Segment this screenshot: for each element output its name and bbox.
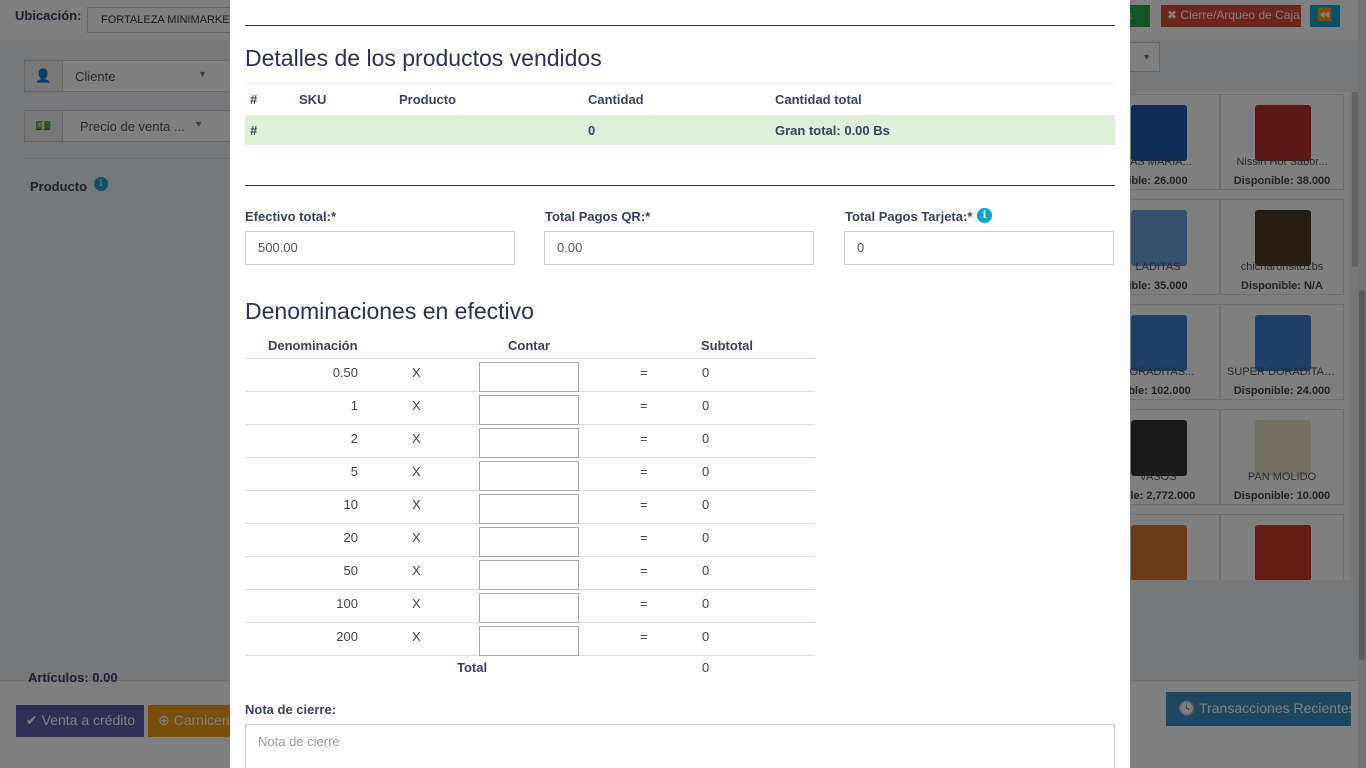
- col-cantidad-total: Cantidad total: [775, 92, 862, 107]
- subtotal-value: 0: [702, 464, 710, 479]
- efectivo-input[interactable]: 500.00: [245, 231, 515, 265]
- nota-textarea[interactable]: Nota de cierre: [245, 724, 1115, 768]
- denominations-table: 0.50 X = 0 1 X = 0 2 X = 0 5 X = 0 10 X = 0 20 X = 0 50 X = 0 100 X = 0…: [245, 358, 815, 682]
- multiply-sign: X: [412, 596, 421, 611]
- cierre-caja-modal: Detalles de los productos vendidos # SKU…: [230, 0, 1130, 768]
- multiply-sign: X: [412, 398, 421, 413]
- denomination-row: 0.50 X = 0: [245, 359, 815, 392]
- denomination-row: 2 X = 0: [245, 425, 815, 458]
- denomination-value: 5: [350, 464, 358, 479]
- denomination-value: 0.50: [332, 365, 358, 380]
- col-cantidad: Cantidad: [588, 92, 644, 107]
- tarjeta-input[interactable]: 0: [844, 231, 1114, 265]
- count-input[interactable]: [479, 428, 579, 458]
- divider: [245, 25, 1115, 26]
- qr-input[interactable]: 0.00: [544, 231, 814, 265]
- count-input[interactable]: [479, 461, 579, 491]
- multiply-sign: X: [412, 431, 421, 446]
- subtotal-value: 0: [702, 530, 710, 545]
- count-input[interactable]: [479, 395, 579, 425]
- multiply-sign: X: [412, 629, 421, 644]
- equals-sign: =: [640, 497, 648, 512]
- footer-gran-total: Gran total: 0.00 Bs: [775, 123, 890, 138]
- count-input[interactable]: [479, 362, 579, 392]
- count-input[interactable]: [479, 527, 579, 557]
- denomination-row: 200 X = 0: [245, 623, 815, 656]
- denominaciones-title: Denominaciones en efectivo: [245, 298, 534, 324]
- multiply-sign: X: [412, 464, 421, 479]
- denomination-value: 2: [350, 431, 358, 446]
- denomination-row: 5 X = 0: [245, 458, 815, 491]
- subtotal-value: 0: [702, 629, 710, 644]
- equals-sign: =: [640, 596, 648, 611]
- count-input[interactable]: [479, 560, 579, 590]
- denomination-value: 50: [343, 563, 358, 578]
- col-number: #: [250, 92, 258, 107]
- multiply-sign: X: [412, 497, 421, 512]
- denomination-value: 20: [343, 530, 358, 545]
- products-table-header: # SKU Producto Cantidad Cantidad total: [245, 83, 1115, 115]
- equals-sign: =: [640, 398, 648, 413]
- col-subtotal: Subtotal: [701, 338, 753, 353]
- col-contar: Contar: [508, 338, 550, 353]
- col-producto: Producto: [399, 92, 457, 107]
- denomination-value: 100: [336, 596, 358, 611]
- divider: [245, 185, 1115, 186]
- count-input[interactable]: [479, 626, 579, 656]
- subtotal-value: 0: [702, 596, 710, 611]
- denomination-row: 100 X = 0: [245, 590, 815, 623]
- denomination-row: 1 X = 0: [245, 392, 815, 425]
- efectivo-label: Efectivo total:*: [245, 209, 337, 224]
- denomination-row: 10 X = 0: [245, 491, 815, 524]
- subtotal-value: 0: [702, 497, 710, 512]
- multiply-sign: X: [412, 563, 421, 578]
- info-icon[interactable]: i: [977, 208, 992, 223]
- total-label: Total: [457, 660, 488, 675]
- subtotal-value: 0: [702, 398, 710, 413]
- denomination-value: 10: [343, 497, 358, 512]
- denomination-value: 200: [336, 629, 358, 644]
- subtotal-value: 0: [702, 365, 710, 380]
- col-sku: SKU: [299, 92, 327, 107]
- nota-label: Nota de cierre:: [245, 702, 337, 717]
- subtotal-value: 0: [702, 563, 710, 578]
- denomination-row: 50 X = 0: [245, 557, 815, 590]
- products-table-footer: # 0 Gran total: 0.00 Bs: [245, 115, 1115, 145]
- equals-sign: =: [640, 464, 648, 479]
- footer-hash: #: [250, 123, 258, 138]
- equals-sign: =: [640, 365, 648, 380]
- denomination-row: 20 X = 0: [245, 524, 815, 557]
- equals-sign: =: [640, 629, 648, 644]
- multiply-sign: X: [412, 530, 421, 545]
- denomination-total-row: Total 0: [245, 656, 815, 682]
- products-title: Detalles de los productos vendidos: [245, 45, 602, 71]
- footer-cantidad: 0: [588, 123, 596, 138]
- equals-sign: =: [640, 530, 648, 545]
- qr-label: Total Pagos QR:*: [545, 209, 651, 224]
- equals-sign: =: [640, 563, 648, 578]
- total-value: 0: [702, 660, 710, 675]
- tarjeta-label: Total Pagos Tarjeta:*: [845, 209, 973, 224]
- equals-sign: =: [640, 431, 648, 446]
- multiply-sign: X: [412, 365, 421, 380]
- denomination-value: 1: [350, 398, 358, 413]
- count-input[interactable]: [479, 593, 579, 623]
- count-input[interactable]: [479, 494, 579, 524]
- subtotal-value: 0: [702, 431, 710, 446]
- col-denominacion: Denominación: [268, 338, 358, 353]
